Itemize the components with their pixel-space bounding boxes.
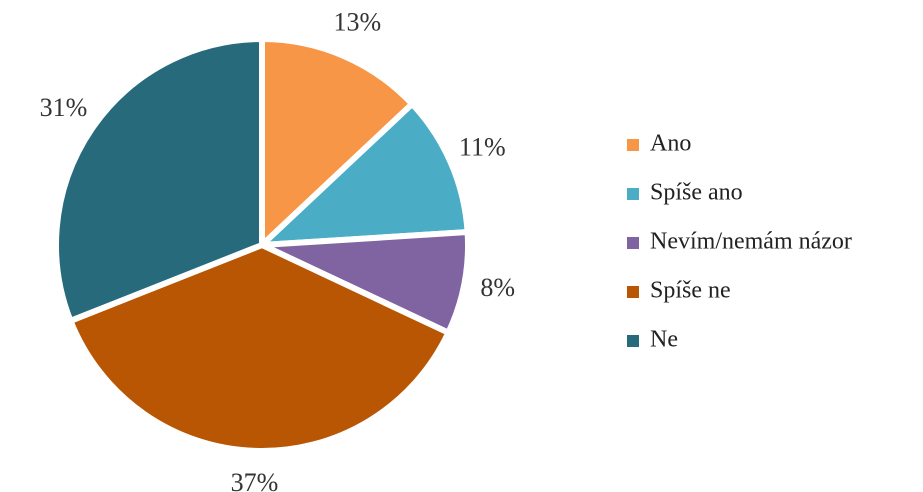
data-label: 13% — [333, 8, 381, 37]
pie-slice — [253, 99, 471, 249]
legend-label: Ano — [650, 131, 691, 157]
legend-swatch — [627, 188, 639, 200]
legend-label: Ne — [650, 327, 678, 353]
legend-swatch — [627, 286, 639, 298]
pie-slice — [53, 35, 265, 325]
legend-swatch — [627, 335, 639, 347]
legend-label: Spíše ne — [650, 278, 731, 304]
data-label: 37% — [231, 468, 279, 492]
legend-label: Nevím/nemám názor — [650, 229, 852, 255]
legend-swatch — [627, 237, 639, 249]
pie-slice — [259, 35, 417, 252]
data-label: 11% — [459, 133, 506, 162]
legend-swatch — [627, 139, 639, 151]
legend-label: Spíše ano — [650, 180, 743, 206]
data-label: 8% — [480, 273, 515, 302]
data-label: 31% — [40, 93, 88, 122]
pie-slice — [66, 241, 453, 454]
